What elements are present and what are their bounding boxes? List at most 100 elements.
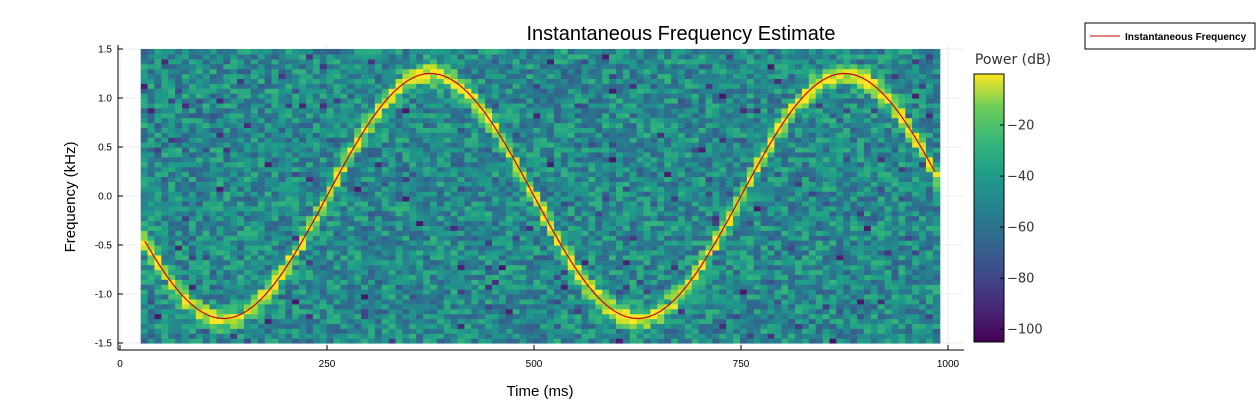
heatmap-cell bbox=[230, 284, 238, 290]
heatmap-cell bbox=[237, 289, 245, 295]
heatmap-cell bbox=[602, 274, 610, 280]
heatmap-cell bbox=[664, 318, 672, 324]
heatmap-cell bbox=[602, 58, 610, 65]
heatmap-cell bbox=[609, 49, 617, 55]
heatmap-cell bbox=[478, 191, 486, 197]
heatmap-cell bbox=[244, 294, 252, 300]
heatmap-cell bbox=[402, 279, 410, 285]
heatmap-cell bbox=[430, 274, 438, 280]
heatmap-cell bbox=[643, 176, 652, 182]
heatmap-cell bbox=[285, 338, 293, 344]
heatmap-cell bbox=[154, 112, 162, 119]
heatmap-cell bbox=[292, 210, 300, 217]
heatmap-cell bbox=[402, 53, 410, 60]
heatmap-cell bbox=[223, 308, 231, 315]
heatmap-cell bbox=[292, 274, 300, 280]
heatmap-cell bbox=[271, 88, 280, 94]
heatmap-cell bbox=[615, 53, 624, 60]
heatmap-cell bbox=[395, 132, 404, 138]
heatmap-cell bbox=[485, 279, 493, 285]
heatmap-cell bbox=[615, 68, 624, 75]
heatmap-cell bbox=[230, 259, 238, 266]
heatmap-cell bbox=[257, 249, 266, 256]
heatmap-cell bbox=[443, 264, 452, 271]
heatmap-cell bbox=[326, 259, 335, 266]
heatmap-cell bbox=[636, 298, 645, 305]
heatmap-cell bbox=[457, 191, 466, 197]
heatmap-cell bbox=[505, 88, 514, 94]
heatmap-cell bbox=[574, 98, 583, 104]
heatmap-cell bbox=[244, 303, 252, 310]
heatmap-cell bbox=[299, 294, 307, 300]
heatmap-cell bbox=[264, 328, 273, 334]
heatmap-cell bbox=[491, 49, 500, 55]
heatmap-cell bbox=[161, 269, 169, 275]
heatmap-cell bbox=[168, 147, 176, 153]
heatmap-cell bbox=[705, 303, 714, 310]
heatmap-cell bbox=[188, 313, 197, 320]
heatmap-cell bbox=[278, 93, 286, 99]
heatmap-cell bbox=[698, 196, 707, 202]
heatmap-cell bbox=[154, 220, 162, 226]
heatmap-cell bbox=[292, 186, 300, 192]
heatmap-cell bbox=[237, 333, 245, 339]
heatmap-cell bbox=[278, 102, 286, 109]
heatmap-cell bbox=[691, 196, 700, 202]
heatmap-cell bbox=[540, 328, 548, 334]
heatmap-cell bbox=[381, 73, 390, 79]
heatmap-cell bbox=[368, 176, 376, 182]
heatmap-cell bbox=[209, 338, 218, 344]
heatmap-cell bbox=[533, 230, 541, 236]
heatmap-cell bbox=[319, 264, 328, 271]
heatmap-cell bbox=[430, 323, 438, 329]
heatmap-cell bbox=[491, 235, 500, 241]
heatmap-cell bbox=[299, 191, 307, 197]
heatmap-cell bbox=[588, 181, 596, 187]
heatmap-cell bbox=[361, 323, 369, 329]
heatmap-cell bbox=[540, 284, 548, 290]
heatmap-cell bbox=[374, 245, 383, 251]
heatmap-cell bbox=[526, 98, 534, 104]
heatmap-cell bbox=[430, 127, 438, 133]
heatmap-cell bbox=[705, 112, 714, 119]
heatmap-cell bbox=[195, 274, 204, 280]
heatmap-cell bbox=[636, 117, 645, 124]
heatmap-cell bbox=[567, 161, 576, 168]
heatmap-cell bbox=[560, 196, 569, 202]
heatmap-cell bbox=[609, 230, 617, 236]
heatmap-cell bbox=[409, 161, 417, 168]
heatmap-cell bbox=[381, 254, 390, 261]
heatmap-cell bbox=[306, 63, 314, 70]
heatmap-cell bbox=[347, 313, 355, 320]
heatmap-cell bbox=[457, 338, 466, 344]
heatmap-cell bbox=[436, 53, 445, 60]
heatmap-cell bbox=[402, 147, 410, 153]
heatmap-cell bbox=[643, 132, 652, 138]
heatmap-cell bbox=[705, 191, 714, 197]
heatmap-cell bbox=[443, 235, 452, 241]
heatmap-cell bbox=[168, 93, 176, 99]
heatmap-cell bbox=[195, 205, 204, 212]
heatmap-cell bbox=[216, 181, 224, 187]
heatmap-cell bbox=[485, 83, 493, 89]
heatmap-cell bbox=[264, 176, 273, 182]
heatmap-cell bbox=[581, 151, 590, 158]
heatmap-cell bbox=[505, 289, 514, 295]
heatmap-cell bbox=[409, 73, 417, 79]
heatmap-cell bbox=[381, 63, 390, 70]
heatmap-cell bbox=[395, 220, 404, 226]
heatmap-cell bbox=[664, 63, 672, 70]
heatmap-cell bbox=[553, 220, 562, 226]
heatmap-cell bbox=[244, 127, 252, 133]
heatmap-cell bbox=[257, 68, 266, 75]
heatmap-cell bbox=[519, 200, 528, 207]
heatmap-cell bbox=[278, 289, 286, 295]
heatmap-cell bbox=[361, 137, 369, 143]
heatmap-cell bbox=[553, 161, 562, 168]
heatmap-cell bbox=[705, 127, 714, 133]
heatmap-cell bbox=[306, 147, 314, 153]
heatmap-cell bbox=[547, 122, 555, 128]
heatmap-cell bbox=[223, 132, 231, 138]
heatmap-cell bbox=[464, 127, 472, 133]
heatmap-cell bbox=[677, 186, 686, 192]
